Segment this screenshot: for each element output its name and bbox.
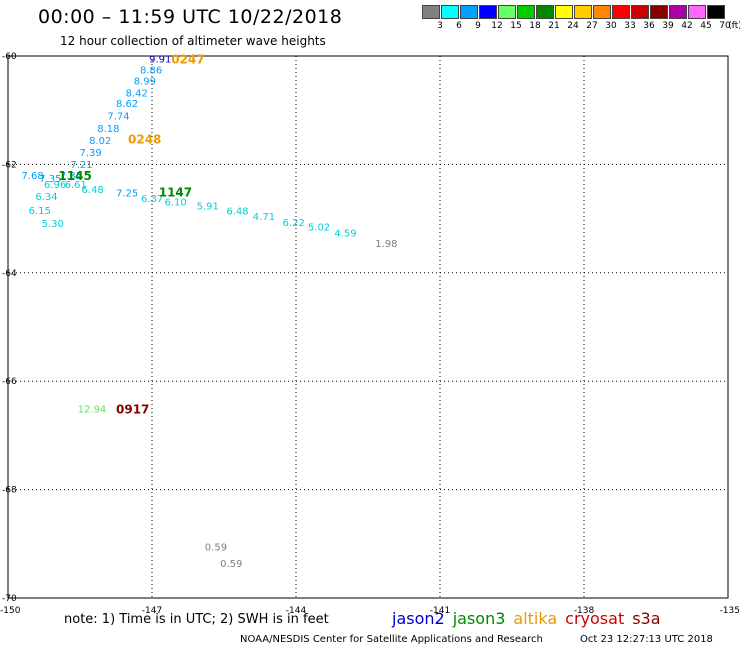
legend-tick-label: 6 — [456, 21, 462, 31]
swh-value-label: 8.86 — [140, 66, 162, 77]
legend-tick-label: 33 — [624, 21, 636, 31]
legend-unit: (ft) — [728, 21, 740, 31]
swh-value-label: 7.25 — [116, 189, 138, 200]
footnote: note: 1) Time is in UTC; 2) SWH is in fe… — [64, 612, 329, 627]
swh-value-label: 6.22 — [283, 218, 305, 229]
legend-tick-label: 27 — [586, 21, 598, 31]
legend-tick-label: 30 — [605, 21, 617, 31]
swh-value-label: 5.30 — [42, 219, 64, 230]
swh-value-label: 7.74 — [107, 112, 129, 123]
y-tick-label: -62 — [2, 160, 17, 170]
pass-time-label: 0917 — [116, 402, 149, 416]
x-tick-label: -135 — [720, 606, 740, 616]
legend-swatch-3 — [422, 5, 440, 19]
swh-value-label: 5.02 — [308, 223, 330, 234]
x-tick-label: -141 — [430, 606, 450, 616]
pass-time-label: 0248 — [128, 132, 161, 146]
legend-swatch-6 — [441, 5, 459, 19]
swh-value-label: 6.37 — [141, 194, 163, 205]
swh-value-label: 7.21 — [70, 160, 92, 171]
y-tick-label: -64 — [2, 269, 17, 279]
swh-value-label: 7.39 — [80, 148, 102, 159]
satellite-jason3: jason3 — [452, 609, 506, 628]
legend-tick-label: 24 — [567, 21, 579, 31]
legend-swatch-18 — [517, 5, 535, 19]
swh-value-label: 6.34 — [35, 192, 57, 203]
swh-value-label: 8.02 — [89, 136, 111, 147]
legend-swatch-45 — [688, 5, 706, 19]
satellite-legend: jason2 jason3 altika cryosat s3a — [392, 609, 669, 628]
legend-tick-label: 36 — [643, 21, 655, 31]
swh-value-label: 1.98 — [375, 239, 397, 250]
pass-time-label: 1145 — [58, 169, 91, 183]
legend-swatch-70 — [707, 5, 725, 19]
x-tick-label: -150 — [0, 606, 21, 616]
legend-swatch-36 — [631, 5, 649, 19]
swh-value-label: 9.91 — [149, 55, 171, 66]
swh-value-label: 8.99 — [134, 76, 156, 87]
y-tick-label: -60 — [2, 52, 17, 62]
legend-swatch-21 — [536, 5, 554, 19]
y-tick-label: -66 — [2, 377, 17, 387]
satellite-altika: altika — [513, 609, 558, 628]
swh-value-label: 7.35 — [60, 171, 82, 182]
source-credit: NOAA/NESDIS Center for Satellite Applica… — [240, 634, 543, 645]
legend-tick-label: 12 — [491, 21, 503, 31]
legend-tick-label: 39 — [662, 21, 674, 31]
legend-tick-label: 3 — [437, 21, 443, 31]
plot-frame — [7, 55, 729, 599]
pass-time-label: 0247 — [171, 53, 204, 67]
swh-value-label: 8.18 — [97, 124, 119, 135]
y-tick-label: -70 — [2, 594, 17, 604]
legend-tick-label: 18 — [529, 21, 541, 31]
swh-value-label: 12.94 — [78, 404, 107, 415]
legend-swatch-33 — [612, 5, 630, 19]
legend-swatch-42 — [669, 5, 687, 19]
legend-swatch-15 — [498, 5, 516, 19]
x-tick-label: -147 — [142, 606, 162, 616]
legend-swatch-9 — [460, 5, 478, 19]
legend-tick-label: 42 — [681, 21, 693, 31]
x-tick-label: -138 — [574, 606, 595, 616]
legend-tick-label: 15 — [510, 21, 522, 31]
swh-value-label: 6.48 — [81, 185, 103, 196]
satellite-s3a: s3a — [632, 609, 661, 628]
legend-swatch-24 — [555, 5, 573, 19]
swh-value-label: 6.48 — [226, 206, 248, 217]
chart-title: 00:00 – 11:59 UTC 10/22/2018 — [38, 6, 343, 28]
generated-timestamp: Oct 23 12:27:13 UTC 2018 — [580, 634, 713, 645]
pass-time-label: 1147 — [159, 186, 192, 200]
swh-value-label: 6.61 — [65, 180, 87, 191]
swh-value-label: 0.59 — [205, 543, 227, 554]
swh-value-label: 4.59 — [334, 229, 356, 240]
y-tick-label: -68 — [2, 486, 17, 496]
legend-tick-label: 70 — [719, 21, 731, 31]
x-tick-label: -144 — [286, 606, 307, 616]
swh-value-label: 6.96 — [44, 180, 66, 191]
swh-value-label: 8.62 — [116, 99, 138, 110]
swh-value-label: 0.59 — [220, 559, 242, 570]
swh-value-label: 7.35 — [39, 174, 61, 185]
legend-swatch-39 — [650, 5, 668, 19]
swh-value-label: 8.42 — [126, 88, 148, 99]
chart-subtitle: 12 hour collection of altimeter wave hei… — [60, 34, 326, 48]
legend-swatch-27 — [574, 5, 592, 19]
legend-tick-label: 45 — [700, 21, 712, 31]
satellite-cryosat: cryosat — [565, 609, 625, 628]
swh-value-label: 5.91 — [197, 202, 219, 213]
legend-swatch-12 — [479, 5, 497, 19]
swh-value-label: 4.71 — [253, 212, 275, 223]
legend-tick-label: 21 — [548, 21, 560, 31]
swh-value-label: 6.15 — [29, 206, 51, 217]
satellite-jason2: jason2 — [392, 609, 445, 628]
swh-value-label: 7.68 — [21, 171, 43, 182]
swh-value-label: 6.10 — [164, 197, 186, 208]
legend-swatch-30 — [593, 5, 611, 19]
legend-tick-label: 9 — [475, 21, 481, 31]
